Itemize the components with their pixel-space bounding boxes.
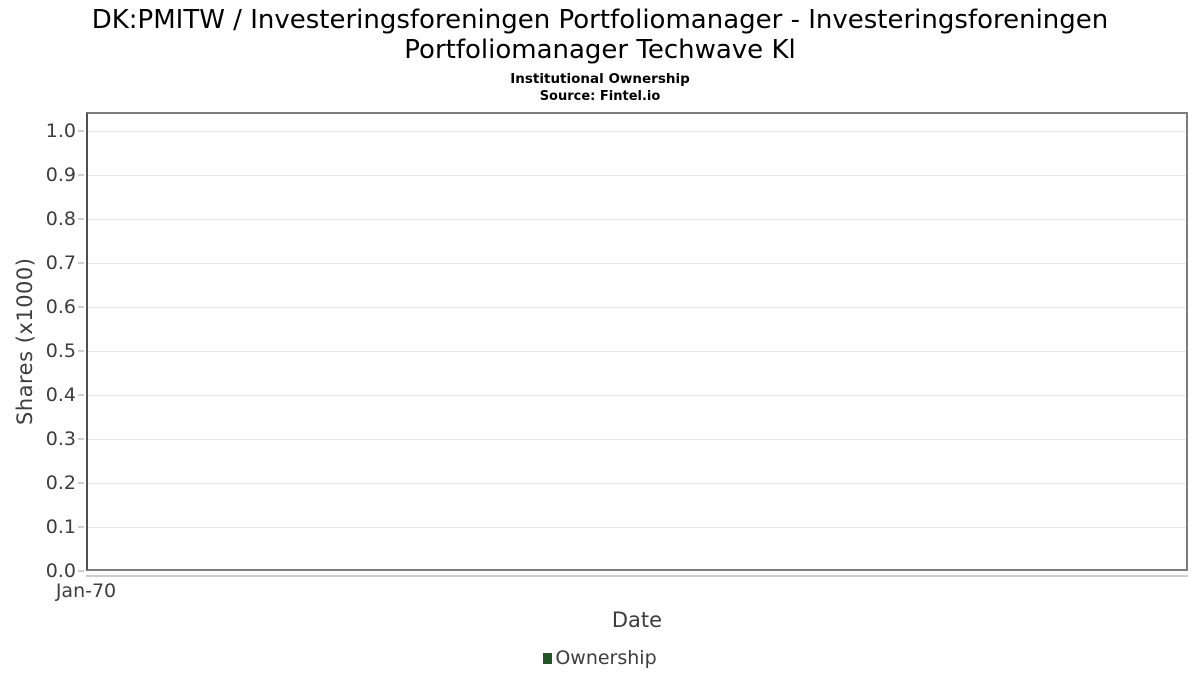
y-tick-mark xyxy=(78,482,84,484)
plot-area xyxy=(86,112,1188,571)
y-tick-mark xyxy=(78,350,84,352)
y-gridline xyxy=(88,262,1186,264)
y-tick-label: 0.9 xyxy=(45,164,76,186)
y-gridline xyxy=(88,130,1186,132)
y-tick-label: 0.3 xyxy=(45,428,76,450)
chart-source: Source: Fintel.io xyxy=(539,89,661,104)
y-gridline xyxy=(88,526,1186,528)
y-tick-label: 0.1 xyxy=(45,516,76,538)
y-tick-label: 0.4 xyxy=(45,384,76,406)
legend-label-ownership: Ownership xyxy=(555,647,657,669)
y-tick-mark xyxy=(78,394,84,396)
chart-header: DK:PMITW / Investeringsforeningen Portfo… xyxy=(0,5,1200,104)
y-tick-label: 0.8 xyxy=(45,208,76,230)
legend-item-ownership: Ownership xyxy=(543,647,657,669)
y-tick-mark xyxy=(78,262,84,264)
y-tick-label: 0.7 xyxy=(45,252,76,274)
legend-swatch-ownership xyxy=(543,652,553,664)
y-tick-label: 1.0 xyxy=(45,120,76,142)
y-tick-mark xyxy=(78,306,84,308)
y-tick-label: 0.2 xyxy=(45,472,76,494)
y-gridline xyxy=(88,394,1186,396)
x-axis-line xyxy=(86,575,1188,577)
chart-subtitle: Institutional Ownership xyxy=(510,71,690,87)
y-tick-label: 0.6 xyxy=(45,296,76,318)
y-tick-mark xyxy=(78,174,84,176)
y-tick-mark xyxy=(78,218,84,220)
chart-title-line-2: Portfoliomanager Techwave Kl xyxy=(404,35,796,65)
y-tick-mark xyxy=(78,526,84,528)
y-tick-label: 0.5 xyxy=(45,340,76,362)
chart-title-line-1: DK:PMITW / Investeringsforeningen Portfo… xyxy=(91,5,1109,35)
y-gridline xyxy=(88,174,1186,176)
y-tick-mark xyxy=(78,570,84,572)
y-tick-mark xyxy=(78,130,84,132)
plot-border xyxy=(86,112,1188,571)
y-gridline xyxy=(88,218,1186,220)
y-gridline xyxy=(88,306,1186,308)
y-tick-label: 0.0 xyxy=(45,560,76,582)
x-tick-label: Jan-70 xyxy=(55,580,117,602)
x-axis-title: Date xyxy=(611,608,663,632)
y-gridline xyxy=(88,482,1186,484)
y-gridline xyxy=(88,350,1186,352)
y-gridline xyxy=(88,438,1186,440)
legend: Ownership xyxy=(0,647,1200,669)
y-tick-mark xyxy=(78,438,84,440)
